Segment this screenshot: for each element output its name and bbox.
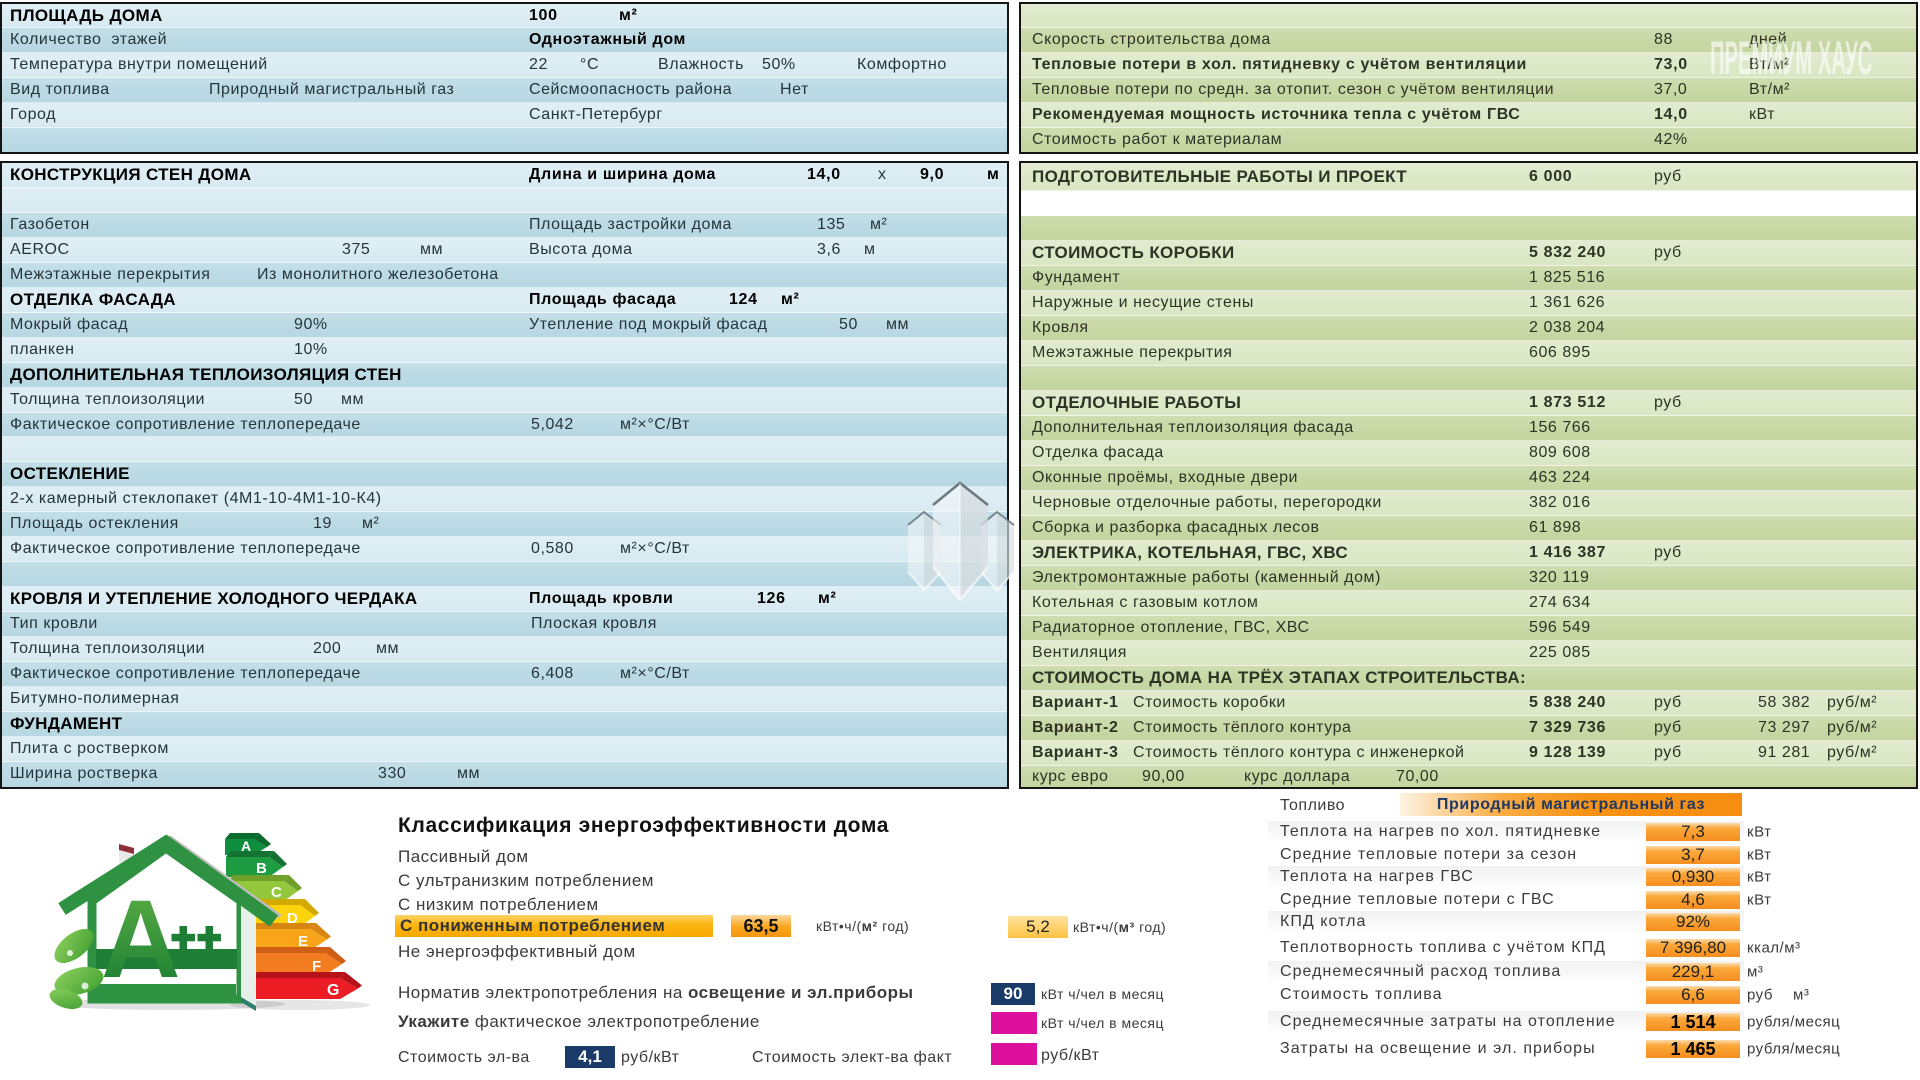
svg-text:E: E	[298, 933, 308, 950]
svg-text:D: D	[287, 910, 298, 927]
svg-text:A: A	[241, 838, 251, 854]
svg-text:G: G	[327, 982, 339, 999]
svg-text:A: A	[101, 878, 180, 1001]
svg-text:F: F	[312, 958, 321, 975]
svg-text:C: C	[271, 884, 282, 901]
svg-text:B: B	[256, 860, 267, 877]
